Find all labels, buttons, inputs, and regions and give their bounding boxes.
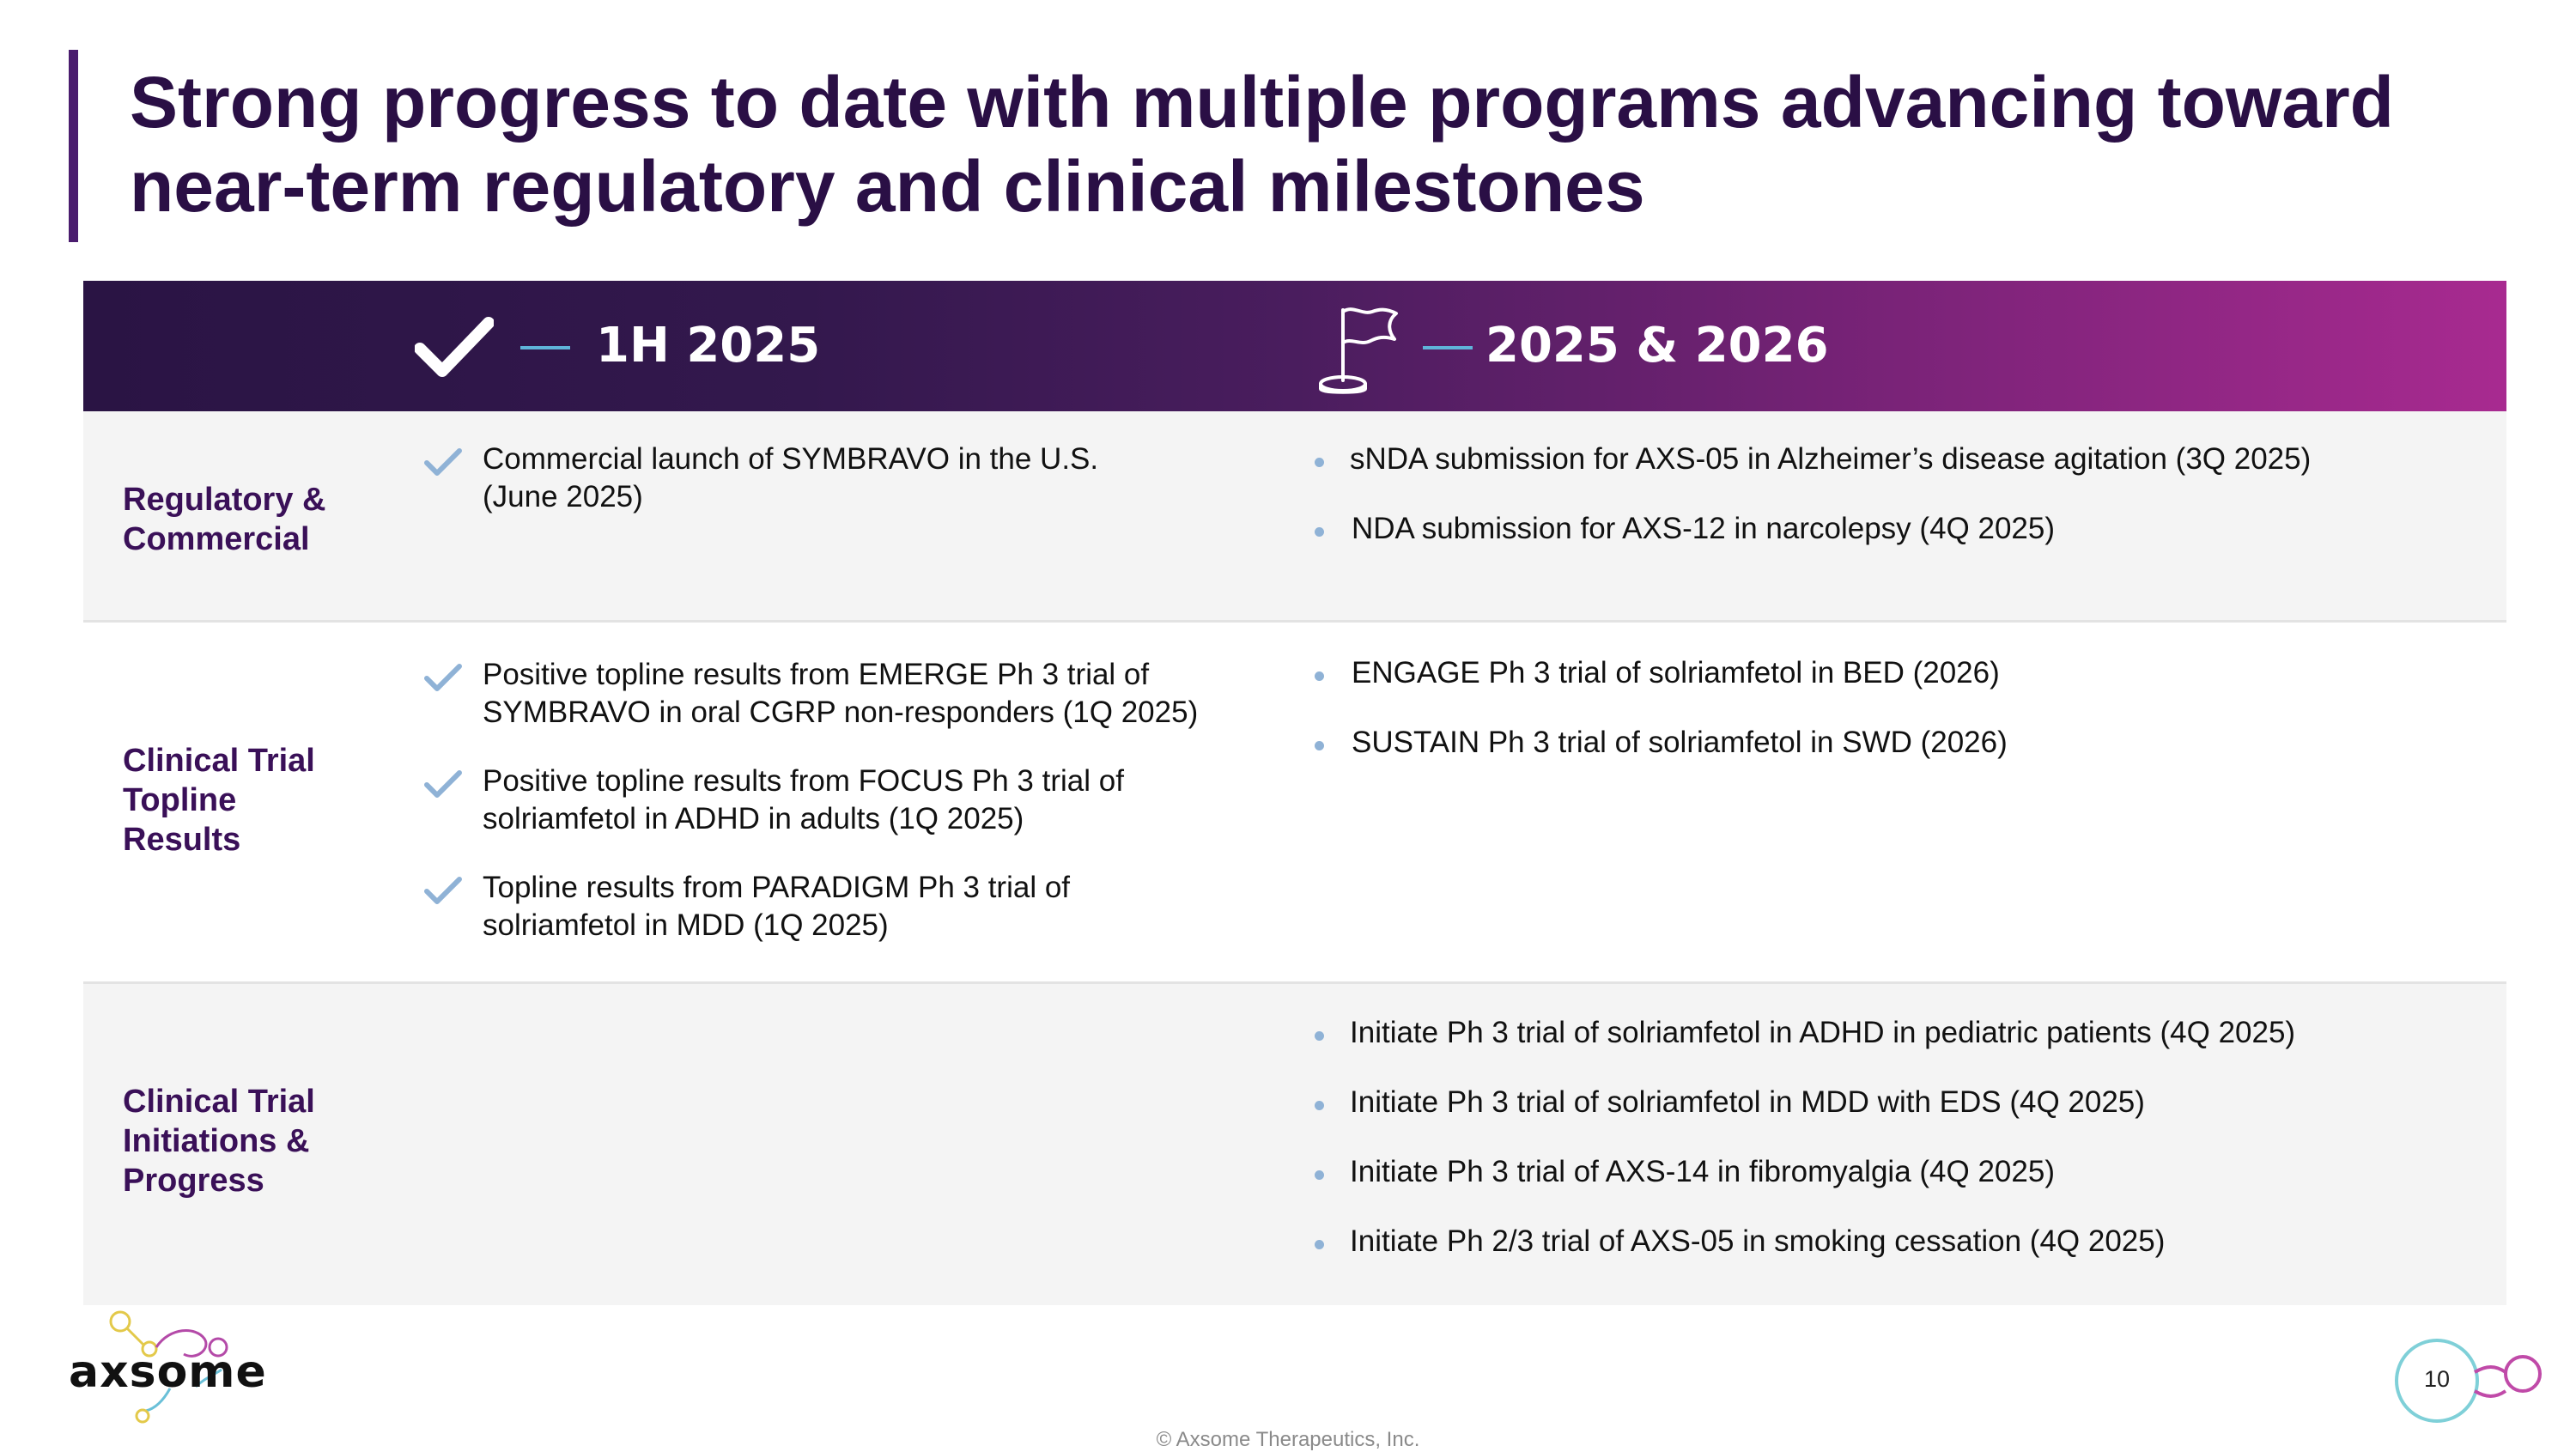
completed-item: Positive topline results from FOCUS Ph 3… [483,762,1341,838]
row-divider [83,981,2506,984]
row-label: Regulatory & Commercial [123,480,325,559]
page-number: 10 [2423,1366,2451,1392]
copyright-footer: © Axsome Therapeutics, Inc. [1156,1428,1420,1451]
row-label-line: Results [123,822,241,858]
item-text-line: Positive topline results from FOCUS Ph 3… [483,764,1124,798]
page-number-molecule-icon [2395,1339,2542,1423]
item-text: NDA submission for AXS-12 in narcolepsy … [1352,512,2055,545]
upcoming-item: Initiate Ph 3 trial of AXS-14 in fibromy… [1350,1153,2492,1191]
checkmark-icon [415,317,494,377]
bullet-icon [1315,1101,1324,1110]
bullet-icon [1315,671,1324,681]
check-icon [424,770,462,798]
completed-item: Topline results from PARADIGM Ph 3 trial… [483,869,1341,945]
upcoming-item: ENGAGE Ph 3 trial of solriamfetol in BED… [1352,654,2494,692]
title-accent-bar [69,50,78,242]
upcoming-item: Initiate Ph 2/3 trial of AXS-05 in smoki… [1350,1223,2492,1261]
item-text: Initiate Ph 3 trial of AXS-14 in fibromy… [1350,1155,2055,1188]
row-label-line: Clinical Trial [123,743,315,779]
check-icon [424,664,462,691]
item-text-line: SYMBRAVO in oral CGRP non-responders (1Q… [483,696,1199,729]
row-divider [83,620,2506,623]
upcoming-item: SUSTAIN Ph 3 trial of solriamfetol in SW… [1352,724,2494,762]
page-title-line-1: Strong progress to date with multiple pr… [130,62,2394,143]
item-text-line: Topline results from PARADIGM Ph 3 trial… [483,871,1071,904]
axsome-logo-text: axsome [69,1346,267,1398]
bullet-icon [1315,527,1324,537]
upcoming-item: Initiate Ph 3 trial of solriamfetol in A… [1350,1014,2492,1052]
upcoming-item: Initiate Ph 3 trial of solriamfetol in M… [1350,1084,2492,1121]
row-label-line: Topline [123,782,237,818]
bullet-icon [1315,1240,1324,1249]
item-text-line: Positive topline results from EMERGE Ph … [483,658,1150,691]
row-label: Clinical Trial Initiations & Progress [123,1082,315,1200]
row-regulatory-commercial: Regulatory & Commercial Commercial launc… [83,411,2506,620]
item-text: SUSTAIN Ph 3 trial of solriamfetol in SW… [1352,726,2008,759]
item-text: Initiate Ph 2/3 trial of AXS-05 in smoki… [1350,1224,2166,1258]
bullet-icon [1315,1031,1324,1041]
header-dash-2 [1423,346,1473,349]
row-label-line: Progress [123,1163,264,1199]
header-dash-1 [520,346,570,349]
item-text: Initiate Ph 3 trial of solriamfetol in M… [1350,1085,2145,1119]
row-label-line: Regulatory & [123,482,326,518]
row-label-line: Initiations & [123,1123,310,1159]
item-text-line: solriamfetol in MDD (1Q 2025) [483,908,889,942]
upcoming-item: sNDA submission for AXS-05 in Alzheimer’… [1350,440,2492,478]
completed-item: Positive topline results from EMERGE Ph … [483,656,1341,732]
flag-icon [1319,307,1398,394]
bullet-icon [1315,458,1324,467]
upcoming-item: NDA submission for AXS-12 in narcolepsy … [1352,510,2494,548]
row-label: Clinical Trial Topline Results [123,741,315,860]
row-label-line: Clinical Trial [123,1084,315,1120]
row-clinical-trial-initiations-progress: Clinical Trial Initiations & Progress In… [83,984,2506,1305]
page-title: Strong progress to date with multiple pr… [130,60,2448,228]
bullet-icon [1315,1170,1324,1180]
item-text: sNDA submission for AXS-05 in Alzheimer’… [1350,442,2312,476]
check-icon [424,877,462,904]
header-col2-label: 2025 & 2026 [1485,318,1829,374]
item-text-line: solriamfetol in ADHD in adults (1Q 2025) [483,802,1024,835]
row-clinical-trial-topline-results: Clinical Trial Topline Results Positive … [83,623,2506,981]
axsome-logo-molecule-icon [109,1310,228,1424]
page-title-line-2: near-term regulatory and clinical milest… [130,146,1645,227]
timeline-header: 1H 2025 2025 & 2026 [83,281,2506,411]
item-text: ENGAGE Ph 3 trial of solriamfetol in BED… [1352,656,2000,690]
row-label-line: Commercial [123,521,310,557]
check-icon [424,448,462,476]
bullet-icon [1315,741,1324,750]
header-col1-label: 1H 2025 [596,318,821,374]
completed-item: Commercial launch of SYMBRAVO in the U.S… [483,440,1341,516]
item-text-line: Commercial launch of SYMBRAVO in the U.S… [483,442,1099,476]
item-text-line: (June 2025) [483,480,643,513]
item-text: Initiate Ph 3 trial of solriamfetol in A… [1350,1016,2296,1049]
